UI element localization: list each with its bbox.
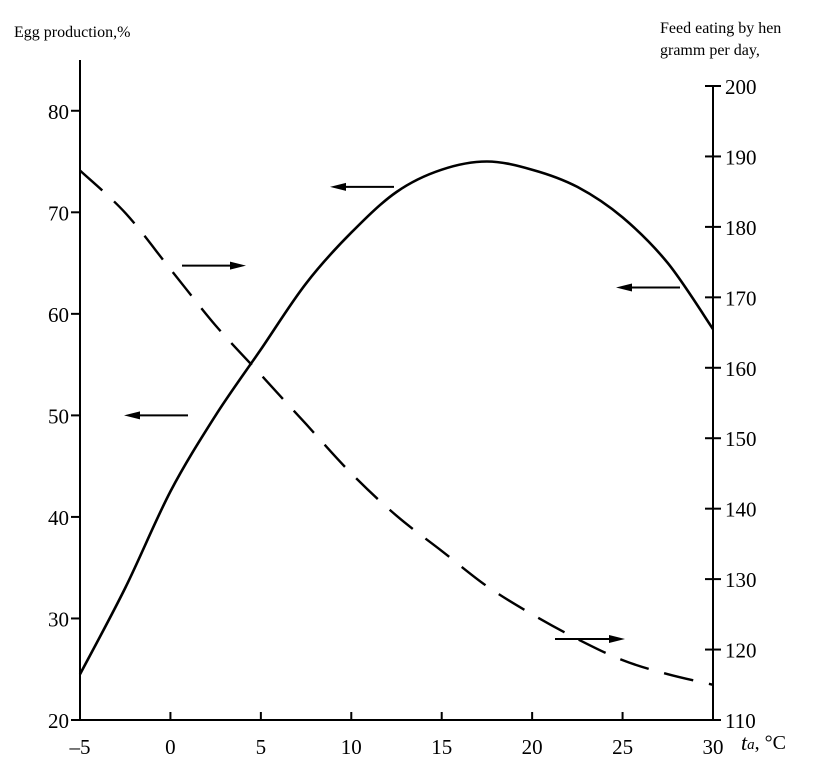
- left-y-tick-label: 50: [48, 404, 69, 428]
- arrow-head: [616, 283, 632, 292]
- x-tick-label: 5: [256, 735, 267, 759]
- right-y-tick-label: 110: [725, 709, 756, 733]
- left-y-tick-label: 30: [48, 607, 69, 631]
- right-y-tick-label: 180: [725, 216, 757, 240]
- left-y-tick-label: 80: [48, 100, 69, 124]
- x-tick-label: –5: [69, 735, 91, 759]
- x-axis-subscript: a: [747, 737, 755, 753]
- arrow-head: [230, 261, 246, 270]
- right-y-tick-label: 140: [725, 498, 757, 522]
- x-axis-variable: t: [741, 730, 748, 755]
- right-y-tick-label: 150: [725, 427, 757, 451]
- axes: [79, 60, 714, 721]
- egg-production-line: [78, 160, 715, 675]
- arrow-head: [124, 411, 140, 420]
- x-axis-unit: , °C: [755, 732, 786, 754]
- x-tick-label: 25: [612, 735, 633, 759]
- right-y-tick-label: 170: [725, 286, 757, 310]
- left-y-tick-label: 70: [48, 201, 69, 225]
- x-tick-label: 10: [341, 735, 362, 759]
- left-y-tick-label: 60: [48, 303, 69, 327]
- x-axis-title: ta, °C: [741, 730, 786, 755]
- left-y-tick-label: 20: [48, 709, 69, 733]
- ticks: –5 0 5 10 15 20 25 30 20 30 40 50 60 70 80 110 120 130 140…: [48, 75, 757, 759]
- x-tick-label: 15: [431, 735, 452, 759]
- right-y-tick-label: 200: [725, 75, 757, 99]
- arrow-head: [330, 182, 346, 191]
- axis-pointer-arrows: [124, 182, 680, 643]
- x-tick-label: 0: [165, 735, 176, 759]
- right-axis-title-line2: gramm per day,: [660, 42, 760, 59]
- right-axis-title-line1: Feed eating by hen: [660, 20, 781, 37]
- right-y-tick-label: 130: [725, 568, 757, 592]
- arrow-head: [609, 634, 625, 643]
- x-tick-label: 20: [522, 735, 543, 759]
- right-y-tick-label: 120: [725, 639, 757, 663]
- left-y-tick-label: 40: [48, 506, 69, 530]
- right-y-tick-label: 190: [725, 145, 757, 169]
- left-axis-title: Egg production,%: [14, 24, 130, 41]
- x-tick-label: 30: [703, 735, 724, 759]
- feed-consumption-line: [79, 169, 714, 686]
- right-y-tick-label: 160: [725, 357, 757, 381]
- series: [78, 160, 715, 686]
